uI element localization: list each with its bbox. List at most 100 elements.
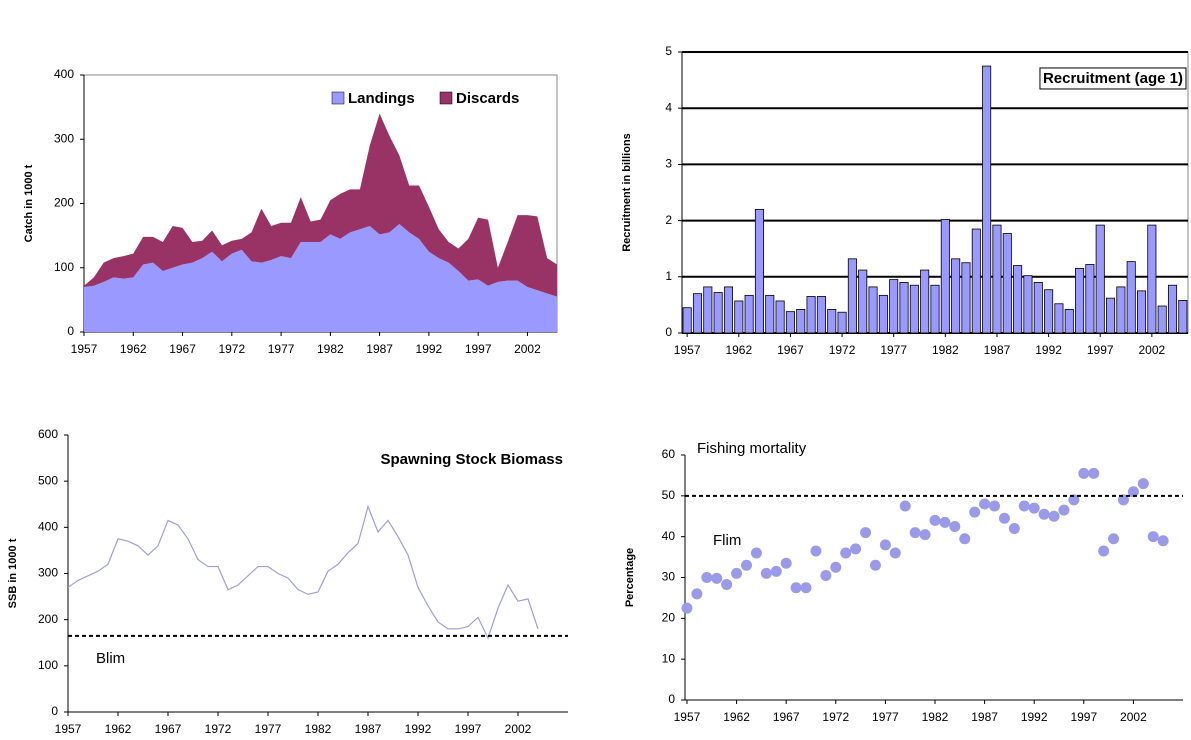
x-tick-label: 1997 — [1087, 343, 1114, 357]
point — [1127, 486, 1139, 498]
y-axis-label: SSB in 1000 t — [7, 538, 19, 608]
bar — [1044, 289, 1054, 334]
chart-title: Fishing mortality — [697, 440, 807, 457]
y-tick-label: 500 — [38, 473, 58, 487]
y-tick-label: 600 — [38, 427, 58, 441]
chart-title: Spawning Stock Biomass — [380, 451, 563, 468]
point — [959, 533, 971, 545]
bar — [1023, 275, 1033, 334]
y-tick-label: 0 — [51, 704, 58, 718]
point — [1008, 523, 1020, 534]
bar — [909, 284, 919, 334]
reference-label: Blim — [96, 650, 125, 667]
y-axis-label: Recruitment in billions — [621, 133, 633, 252]
x-tick-label: 1962 — [120, 342, 147, 356]
x-tick-label: 2002 — [1139, 343, 1166, 357]
y-tick-label: 4 — [665, 100, 672, 114]
area — [84, 224, 557, 332]
legend-label: Discards — [456, 90, 519, 107]
x-tick-label: 1992 — [1035, 343, 1062, 357]
point — [721, 578, 733, 590]
x-tick-label: 1992 — [416, 342, 443, 356]
point — [1098, 545, 1110, 557]
x-tick-label: 1967 — [773, 710, 800, 724]
y-axis-label: Percentage — [624, 548, 636, 607]
bar — [868, 286, 878, 334]
bar — [1064, 308, 1074, 334]
bar — [796, 308, 806, 334]
bar — [920, 269, 930, 334]
point — [850, 543, 862, 555]
point — [1018, 500, 1030, 512]
bar — [1095, 224, 1105, 334]
point — [949, 520, 961, 532]
bar — [827, 308, 837, 334]
x-tick-label: 2002 — [1120, 710, 1147, 724]
legend-label: Landings — [348, 90, 415, 107]
y-tick-label: 30 — [662, 570, 676, 584]
point — [969, 506, 981, 518]
bar — [837, 311, 847, 334]
point — [681, 602, 693, 614]
bar — [1033, 282, 1043, 334]
bar — [816, 296, 826, 334]
x-tick-label: 1982 — [317, 342, 344, 356]
x-tick-label: 1987 — [971, 710, 998, 724]
bar — [1002, 233, 1012, 334]
x-tick-label: 1992 — [405, 722, 432, 736]
bar — [1167, 284, 1178, 334]
y-tick-label: 400 — [38, 520, 58, 534]
bar — [951, 258, 961, 334]
bar — [775, 300, 785, 334]
point — [800, 582, 812, 594]
y-tick-label: 20 — [662, 611, 676, 625]
y-tick-label: 200 — [54, 196, 74, 210]
point — [899, 500, 911, 512]
y-tick-label: 2 — [665, 213, 672, 227]
bar — [899, 282, 909, 334]
area — [84, 113, 557, 297]
point — [780, 557, 792, 569]
bar — [878, 294, 888, 334]
bar — [1126, 261, 1136, 334]
y-tick-label: 300 — [54, 131, 74, 145]
x-tick-label: 2002 — [514, 342, 541, 356]
bar — [1013, 265, 1023, 334]
x-tick-label: 1987 — [366, 342, 393, 356]
point — [889, 547, 901, 559]
point — [869, 559, 881, 571]
point — [741, 559, 753, 571]
point — [1117, 494, 1129, 506]
y-tick-label: 100 — [54, 260, 74, 274]
bar — [1178, 300, 1188, 334]
y-tick-label: 300 — [38, 566, 58, 580]
point — [929, 514, 941, 526]
y-tick-label: 200 — [38, 612, 58, 626]
x-tick-label: 1957 — [55, 722, 82, 736]
y-tick-label: 50 — [662, 488, 676, 502]
point — [760, 567, 772, 579]
bar — [744, 294, 754, 334]
bar — [1106, 297, 1116, 334]
bar — [889, 279, 899, 334]
y-tick-label: 60 — [662, 447, 676, 461]
x-tick-label: 1957 — [674, 343, 701, 357]
x-tick-label: 1962 — [105, 722, 132, 736]
x-tick-label: 1962 — [725, 343, 752, 357]
bar — [858, 269, 868, 334]
point — [1157, 535, 1169, 547]
point — [1078, 467, 1090, 479]
point — [1088, 467, 1100, 479]
x-tick-label: 1977 — [268, 342, 295, 356]
point — [919, 529, 931, 541]
reference-label: Flim — [713, 532, 741, 549]
x-tick-label: 1967 — [777, 343, 804, 357]
x-tick-label: 1987 — [984, 343, 1011, 357]
point — [879, 539, 891, 551]
y-tick-label: 1 — [665, 269, 672, 283]
point — [790, 582, 802, 594]
line — [67, 504, 539, 640]
y-tick-label: 10 — [662, 651, 676, 665]
x-tick-label: 1972 — [205, 722, 232, 736]
